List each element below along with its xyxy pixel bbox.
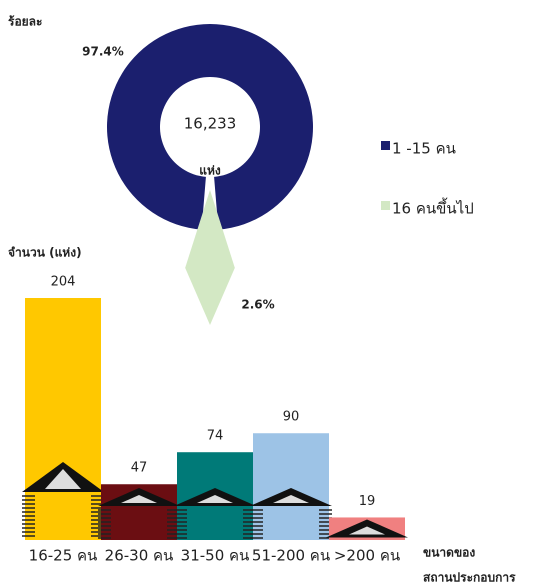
chart-title: ร้อยละ bbox=[8, 15, 42, 29]
bar bbox=[253, 433, 329, 540]
x-tick-label: 16-25 คน bbox=[29, 547, 98, 565]
value-label: 204 bbox=[51, 275, 76, 290]
x-tick-label: 51-200 คน bbox=[252, 547, 330, 565]
x-tick-label: 26-30 คน bbox=[105, 547, 174, 565]
legend-swatch bbox=[381, 141, 390, 150]
legend-swatch bbox=[381, 201, 390, 210]
center-text: แห่ง bbox=[199, 164, 221, 178]
x-tick-label: >200 คน bbox=[334, 547, 400, 565]
value-label: 90 bbox=[283, 410, 300, 425]
value-label: 47 bbox=[131, 461, 148, 476]
value-label: 19 bbox=[359, 494, 376, 509]
x-axis-label: สถานประกอบการ bbox=[423, 571, 516, 585]
x-axis-label: ขนาดของ bbox=[423, 546, 475, 560]
bar bbox=[25, 298, 101, 540]
infographic: ร้อยละ 97.4% 1 -15 คน 2.6% 16 คนขึ้นไป 16,233… bbox=[0, 0, 541, 586]
x-tick-label: 31-50 คน bbox=[181, 547, 250, 565]
slice-label: 97.4% bbox=[82, 45, 124, 59]
legend-label: 1 -15 คน bbox=[392, 140, 456, 158]
center-text: 16,233 bbox=[184, 115, 237, 133]
legend-label: 16 คนขึ้นไป bbox=[392, 198, 474, 218]
slice-label: 2.6% bbox=[241, 298, 274, 312]
value-label: 74 bbox=[207, 429, 224, 444]
y-axis-label: จำนวน (แห่ง) bbox=[8, 246, 82, 260]
